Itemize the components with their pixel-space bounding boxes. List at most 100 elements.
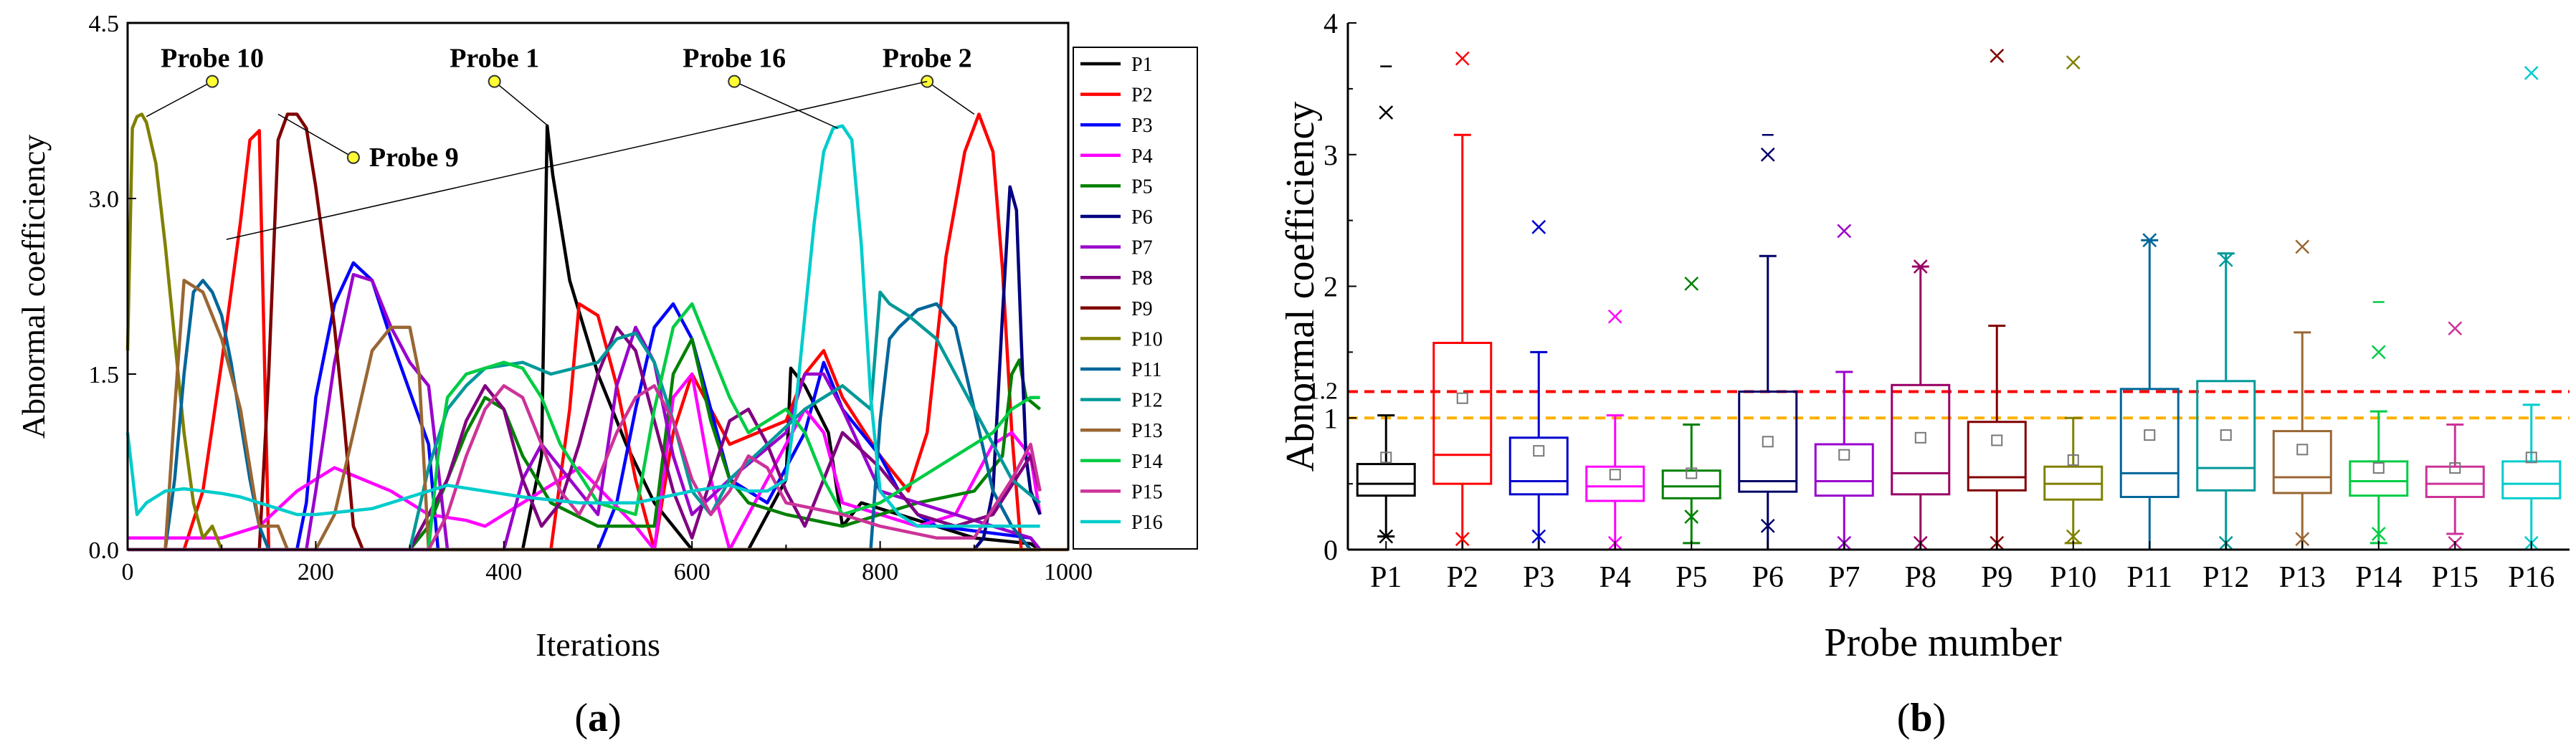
box-mean-marker <box>1686 467 1698 479</box>
panel-b-x-tick-label: P2 <box>1447 561 1478 594</box>
box-mean-marker <box>1991 434 2003 446</box>
outlier-max-marker <box>1455 51 1470 66</box>
panel-a-x-tick-label: 0 <box>122 559 134 585</box>
box-p8 <box>1891 259 1951 551</box>
outlier-max-marker <box>1607 309 1622 324</box>
box-p13 <box>2272 239 2332 551</box>
annotation-marker <box>206 75 219 88</box>
outlier-min-marker <box>2066 529 2081 544</box>
legend-label: P8 <box>1131 267 1153 290</box>
box-iqr <box>1585 465 1645 502</box>
outlier-max-marker <box>2524 65 2539 80</box>
annotation-leader-line <box>146 81 213 118</box>
legend-label: P1 <box>1131 54 1153 76</box>
legend-label: P16 <box>1131 512 1163 534</box>
panel-a: Probe 10 Probe 9 Probe 1 Probe 16 Probe 2 0 2… <box>15 11 1198 740</box>
annotation-long-leader-line <box>226 80 928 240</box>
series-line-p3 <box>128 261 1042 552</box>
box-iqr <box>2196 380 2256 492</box>
annotation-leader-line <box>733 80 838 129</box>
panel-a-x-tick-label: 600 <box>674 559 710 585</box>
panel-a-caption: (a) <box>574 696 621 740</box>
series-line-p1 <box>128 124 1041 552</box>
outlier-min-marker <box>1455 532 1470 547</box>
box-iqr <box>1432 342 1493 485</box>
box-iqr <box>2425 465 2485 498</box>
legend-label: P10 <box>1131 328 1163 350</box>
box-mean-marker <box>2449 462 2461 474</box>
panel-a-x-tick-label: 800 <box>862 559 898 585</box>
outlier-max-marker <box>2142 233 2157 248</box>
panel-a-y-axis-label: Abnormal coefficiency <box>15 135 52 439</box>
legend-label: P9 <box>1131 298 1153 320</box>
panel-b-x-tick-label: P12 <box>2202 561 2249 594</box>
series-line-p13 <box>128 279 1068 552</box>
box-iqr <box>1814 443 1874 497</box>
legend-label: P12 <box>1131 390 1163 412</box>
panel-b-x-tick-label: P8 <box>1905 561 1936 594</box>
panel-b-x-tick-label: P6 <box>1752 561 1784 594</box>
box-mean-marker <box>2296 444 2309 456</box>
box-iqr <box>2119 388 2180 499</box>
box-iqr <box>1508 436 1569 496</box>
legend-label: P4 <box>1131 145 1153 168</box>
series-line-p7 <box>128 272 1042 552</box>
box-mean-marker <box>1533 445 1545 457</box>
annotation-leader-line <box>926 81 975 115</box>
panel-b-x-tick-label: P5 <box>1676 561 1707 594</box>
panel-a-y-tick-label: 0.0 <box>89 537 120 564</box>
annotation-marker <box>728 75 741 88</box>
box-iqr <box>1356 463 1416 497</box>
box-mean-marker <box>2220 429 2232 441</box>
panel-b-x-tick-label: P13 <box>2279 561 2326 594</box>
box-iqr <box>1661 469 1721 499</box>
box-mean-marker <box>2144 429 2156 441</box>
legend-label: P11 <box>1131 359 1162 381</box>
panel-b-x-tick-label: P14 <box>2355 561 2402 594</box>
annotation-label: Probe 9 <box>369 143 459 173</box>
box-p6 <box>1738 133 1798 551</box>
box-mean-marker <box>1609 469 1621 481</box>
series-line-p9 <box>128 113 1040 552</box>
legend-label: P7 <box>1131 237 1153 259</box>
outlier-max-marker <box>1760 147 1775 162</box>
outlier-max-marker <box>2448 321 2463 336</box>
outlier-max-marker <box>2066 55 2081 70</box>
panel-a-plot-frame <box>126 21 1070 551</box>
panel-a-legend-box <box>1073 47 1198 550</box>
panel-b-x-tick-label: P4 <box>1600 561 1631 594</box>
panel-b: 0 1 2 3 4 1.2 P1 P2 P3 P4 P5 P6 P7 P8 P9 P10 P11 P12 P13 P… <box>1278 7 2570 740</box>
panel-a-x-tick-label: 1000 <box>1044 559 1093 585</box>
box-iqr <box>2349 460 2409 497</box>
panel-b-x-tick-label: P15 <box>2432 561 2478 594</box>
outlier-min-marker <box>2371 527 2386 541</box>
series-line-p14 <box>128 302 1040 552</box>
box-p7 <box>1814 224 1874 551</box>
box-p10 <box>2043 55 2104 545</box>
legend-label: P13 <box>1131 420 1163 442</box>
panel-a-annotations: Probe 10 Probe 9 Probe 1 Probe 16 Probe 2 <box>146 44 975 240</box>
outlier-min-marker <box>1379 529 1394 544</box>
box-mean-marker <box>2372 462 2385 474</box>
box-p14 <box>2349 301 2409 545</box>
panel-b-x-tick-label: P10 <box>2050 561 2096 594</box>
box-p4 <box>1585 309 1645 551</box>
box-iqr <box>1738 391 1798 493</box>
panel-b-y-axis-label: Abnormal coefficiency <box>1278 102 1323 472</box>
box-mean-marker <box>1380 451 1392 464</box>
legend-label: P6 <box>1131 206 1153 229</box>
legend-label: P15 <box>1131 481 1163 503</box>
box-p16 <box>2501 65 2562 551</box>
panel-b-x-tick-label: P16 <box>2508 561 2554 594</box>
outlier-max-marker <box>1837 224 1852 239</box>
legend-label: P14 <box>1131 451 1163 473</box>
annotation-marker <box>488 75 501 88</box>
box-p9 <box>1967 49 2027 551</box>
series-line-p8 <box>128 325 1042 552</box>
legend-label: P2 <box>1131 85 1153 107</box>
box-mean-marker <box>2067 454 2079 466</box>
outlier-min-marker <box>2295 532 2310 547</box>
outlier-max-marker <box>1913 259 1928 274</box>
box-p2 <box>1432 51 1493 551</box>
